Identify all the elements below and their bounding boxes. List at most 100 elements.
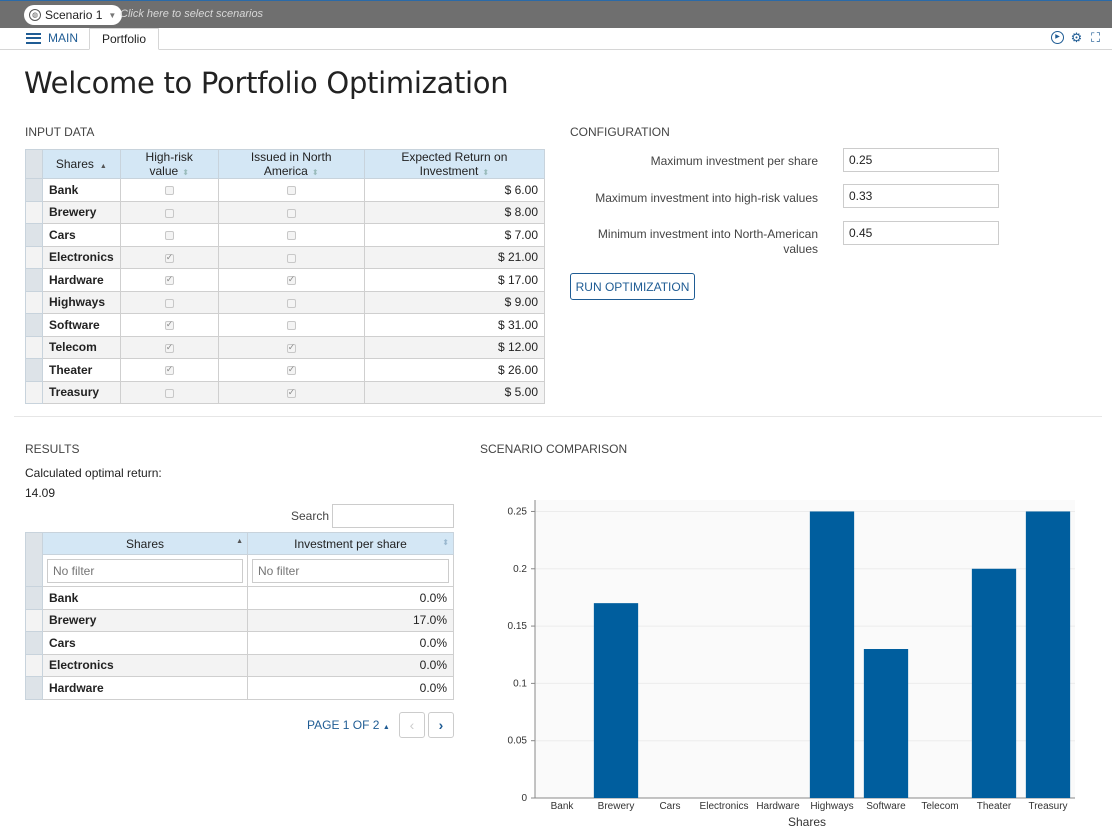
table-row[interactable]: Hardware $ 17.00 — [25, 268, 546, 292]
north-america-checkbox[interactable] — [286, 387, 296, 398]
north-america-checkbox[interactable] — [286, 342, 296, 353]
north-america-checkbox[interactable] — [286, 253, 296, 263]
table-row[interactable]: Cars 0.0% — [25, 631, 454, 655]
north-america-cell — [217, 358, 365, 382]
results-title: RESULTS — [25, 442, 80, 456]
row-header[interactable] — [25, 268, 43, 292]
sort-icon: ⬍ — [311, 168, 319, 177]
share-name: Treasury — [42, 380, 121, 404]
high-risk-checkbox[interactable] — [164, 274, 174, 286]
min-investment-north-american-input[interactable] — [843, 221, 999, 245]
bar — [971, 568, 1017, 798]
row-header[interactable] — [25, 200, 43, 224]
north-america-checkbox[interactable] — [286, 274, 296, 286]
max-investment-high-risk-input[interactable] — [843, 184, 999, 208]
high-risk-checkbox[interactable] — [164, 186, 174, 196]
row-header[interactable] — [25, 358, 43, 382]
share-name: Highways — [42, 290, 121, 314]
north-america-checkbox[interactable] — [286, 231, 296, 241]
x-tick-label: Brewery — [598, 801, 635, 812]
run-optimization-button[interactable]: RUN OPTIMIZATION — [570, 273, 695, 300]
north-america-cell — [217, 290, 365, 314]
table-row[interactable]: Electronics 0.0% — [25, 653, 454, 677]
expected-return-cell: $ 17.00 — [363, 268, 546, 292]
high-risk-checkbox[interactable] — [164, 208, 174, 218]
table-row[interactable]: Bank $ 6.00 — [25, 178, 546, 202]
column-header-shares[interactable]: Shares ▲ — [42, 532, 248, 555]
row-header[interactable] — [25, 245, 43, 269]
gear-icon[interactable]: ⚙ — [1070, 30, 1083, 45]
scenario-bar: ◍ Scenario 1 ▼ Click here to select scen… — [0, 0, 1112, 28]
north-america-checkbox[interactable] — [286, 208, 296, 218]
high-risk-checkbox[interactable] — [164, 319, 174, 331]
table-row[interactable]: Brewery $ 8.00 — [25, 200, 546, 224]
row-header[interactable] — [25, 290, 43, 314]
scenario-selector[interactable]: ◍ Scenario 1 ▼ — [24, 5, 123, 25]
max-investment-per-share-input[interactable] — [843, 148, 999, 172]
north-america-checkbox[interactable] — [286, 298, 296, 308]
table-row[interactable]: Brewery 17.0% — [25, 608, 454, 632]
input-data-table: Shares ▲ High-risk value ⬍ Issued in North… — [25, 149, 546, 404]
column-header-expected-return[interactable]: Expected Return on Investment ⬍ — [363, 149, 546, 179]
row-header[interactable] — [25, 223, 43, 247]
investment-cell: 0.0% — [247, 653, 454, 677]
row-header[interactable] — [25, 313, 43, 337]
sort-icon: ⬍ — [182, 168, 189, 177]
north-america-checkbox[interactable] — [286, 364, 296, 376]
row-header-corner — [25, 532, 43, 587]
table-row[interactable]: Cars $ 7.00 — [25, 223, 546, 247]
high-risk-checkbox[interactable] — [164, 252, 174, 263]
north-america-cell — [217, 313, 365, 337]
high-risk-checkbox[interactable] — [164, 342, 174, 353]
scenario-hint[interactable]: Click here to select scenarios — [120, 8, 264, 20]
shares-filter-input[interactable] — [47, 558, 243, 583]
table-row[interactable]: Software $ 31.00 — [25, 313, 546, 337]
high-risk-checkbox[interactable] — [164, 388, 174, 398]
high-risk-checkbox[interactable] — [164, 298, 174, 308]
row-header[interactable] — [25, 653, 43, 677]
next-page-button[interactable]: › — [428, 712, 454, 738]
main-menu-button[interactable]: MAIN — [26, 31, 78, 45]
previous-page-button[interactable]: ‹ — [399, 712, 425, 738]
row-header[interactable] — [25, 178, 43, 202]
high-risk-checkbox[interactable] — [164, 231, 174, 241]
investment-filter-input[interactable] — [252, 558, 449, 583]
column-header-high-risk[interactable]: High-risk value ⬍ — [119, 149, 219, 179]
x-tick-label: Software — [866, 801, 906, 812]
bar — [593, 603, 639, 798]
tab-portfolio[interactable]: Portfolio — [89, 28, 160, 50]
sort-icon: ⬍ — [482, 168, 490, 177]
column-header-investment[interactable]: Investment per share ⬍ — [247, 532, 454, 555]
row-header[interactable] — [25, 586, 43, 610]
high-risk-checkbox[interactable] — [164, 364, 174, 376]
table-row[interactable]: Hardware 0.0% — [25, 676, 454, 700]
high-risk-cell — [119, 335, 219, 359]
bar — [863, 649, 909, 798]
table-row[interactable]: Highways $ 9.00 — [25, 290, 546, 314]
y-tick-label: 0.05 — [508, 736, 528, 747]
row-header[interactable] — [25, 608, 43, 632]
row-header[interactable] — [25, 631, 43, 655]
table-row[interactable]: Theater $ 26.00 — [25, 358, 546, 382]
row-header[interactable] — [25, 676, 43, 700]
search-input[interactable] — [332, 504, 454, 528]
pager-label: PAGE 1 OF 2 ▲ — [307, 718, 390, 732]
north-america-checkbox[interactable] — [286, 321, 296, 331]
table-row[interactable]: Bank 0.0% — [25, 586, 454, 610]
search-label: Search — [291, 509, 330, 523]
fullscreen-icon[interactable]: ⛶ — [1090, 30, 1101, 45]
row-header[interactable] — [25, 380, 43, 404]
north-america-checkbox[interactable] — [286, 186, 296, 196]
column-header-north-america[interactable]: Issued in North America ⬍ — [217, 149, 365, 179]
row-header[interactable] — [25, 335, 43, 359]
column-header-shares[interactable]: Shares ▲ — [42, 149, 121, 179]
table-row[interactable]: Electronics $ 21.00 — [25, 245, 546, 269]
results-table: Shares▲ Investment per share⬍ Bank0.0%Br… — [25, 532, 454, 700]
share-name: Bank — [42, 178, 121, 202]
share-name: Cars — [42, 631, 248, 655]
table-row[interactable]: Telecom $ 12.00 — [25, 335, 546, 359]
play-icon[interactable]: ▶ — [1051, 31, 1064, 44]
table-row[interactable]: Treasury $ 5.00 — [25, 380, 546, 404]
expected-return-cell: $ 26.00 — [363, 358, 546, 382]
chevron-down-icon: ▼ — [108, 10, 117, 20]
